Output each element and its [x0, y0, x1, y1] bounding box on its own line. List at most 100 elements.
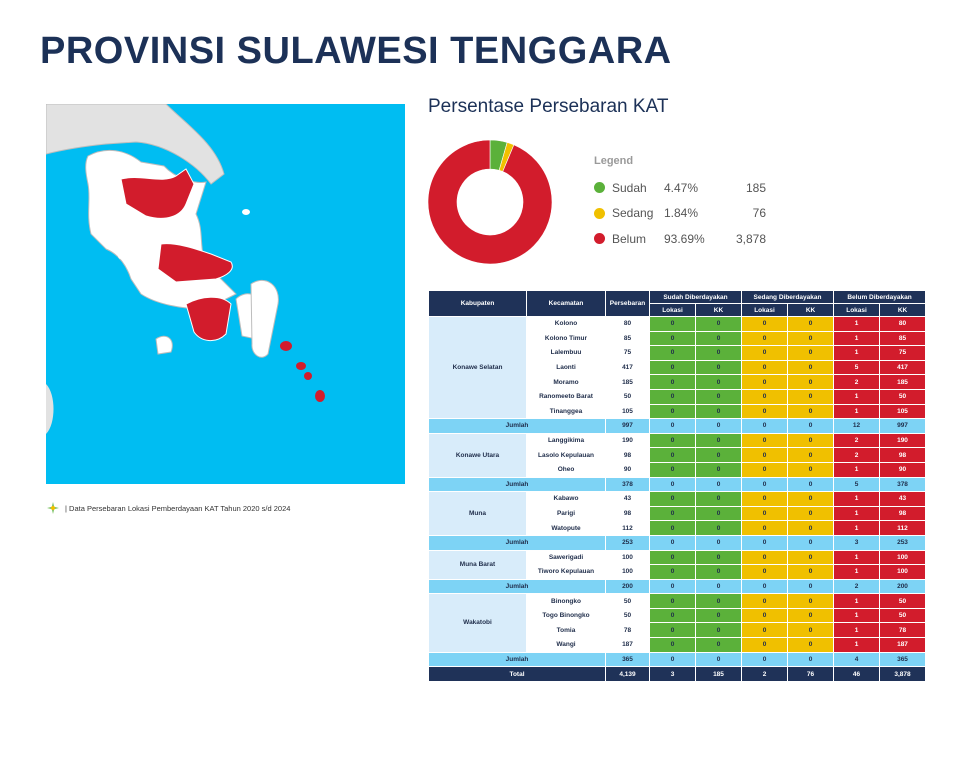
belum-kk-cell: 185: [879, 374, 927, 390]
kecamatan-cell: Watopute: [526, 520, 606, 536]
donut-chart: [427, 139, 553, 265]
legend-value: 76: [752, 206, 766, 221]
belum-lokasi-cell: 1: [833, 607, 881, 624]
jumlah-sedang-kk: 0: [786, 578, 835, 595]
island-wakatobi-4: [315, 390, 325, 402]
belum-lokasi-cell: 1: [833, 520, 881, 536]
belum-lokasi-cell: 1: [833, 622, 881, 639]
sedang-lokasi-cell: 0: [741, 461, 788, 478]
jumlah-belum-kk: 200: [879, 578, 927, 595]
belum-kk-cell: 190: [879, 432, 927, 449]
jumlah-sudah-lokasi: 0: [649, 476, 696, 493]
table-row: Wakatobi Binongko 50 0 0 0 0 1 50: [428, 593, 927, 653]
legend-percent: 1.84%: [664, 206, 699, 221]
belum-lokasi-cell: 2: [833, 374, 881, 390]
persebaran-cell: 75: [605, 345, 650, 361]
sedang-kk-cell: 0: [786, 622, 835, 639]
sudah-lokasi-cell: 0: [649, 549, 696, 566]
sedang-kk-cell: 0: [786, 330, 835, 347]
legend-dot-sedang: [594, 207, 605, 219]
total-sudah-kk: 185: [695, 666, 742, 682]
sudah-kk-cell: 0: [695, 520, 742, 536]
jumlah-sedang-kk: 0: [786, 476, 835, 493]
header-belum: Belum Diberdayakan: [833, 290, 927, 304]
persebaran-cell: 100: [605, 549, 650, 566]
table-row: Togo Binongko 50 0 0 0 0 1 50: [429, 607, 927, 624]
kecamatan-cell: Binongko: [526, 593, 606, 609]
jumlah-sedang-kk: 0: [786, 418, 835, 434]
legend-label: Sedang: [612, 206, 654, 221]
total-label: Total: [428, 666, 606, 682]
header-belum-lokasi: Lokasi: [833, 303, 881, 317]
belum-lokasi-cell: 1: [833, 461, 881, 478]
header-kabupaten: Kabupaten: [428, 290, 527, 317]
kecamatan-cell: Langgikima: [526, 432, 606, 449]
legend-label: Sudah: [612, 180, 647, 195]
belum-kk-cell: 98: [879, 505, 927, 522]
table-row: Oheo 90 0 0 0 0 1 90: [429, 461, 927, 478]
sudah-kk-cell: 0: [695, 374, 742, 390]
sudah-lokasi-cell: 0: [649, 622, 696, 639]
belum-lokasi-cell: 1: [833, 549, 881, 566]
kat-table: Kabupaten Kecamatan Persebaran Sudah Dib…: [428, 290, 927, 682]
legend-percent: 93.69%: [664, 231, 705, 246]
belum-lokasi-cell: 1: [833, 505, 881, 522]
jumlah-label: Jumlah: [428, 418, 606, 434]
sudah-lokasi-cell: 0: [649, 637, 696, 653]
jumlah-sudah-kk: 0: [695, 418, 742, 434]
belum-kk-cell: 43: [879, 491, 927, 507]
persebaran-cell: 85: [605, 330, 650, 347]
belum-lokasi-cell: 1: [833, 491, 881, 507]
island-small-2: [118, 253, 124, 259]
sedang-kk-cell: 0: [786, 461, 835, 478]
legend-label: Belum: [612, 231, 647, 246]
header-sudah-kk: KK: [695, 303, 742, 317]
sudah-kk-cell: 0: [695, 593, 742, 609]
kecamatan-cell: Sawerigadi: [526, 549, 606, 566]
sedang-kk-cell: 0: [786, 359, 835, 376]
sedang-kk-cell: 0: [786, 637, 835, 653]
sudah-lokasi-cell: 0: [649, 520, 696, 536]
sedang-kk-cell: 0: [786, 607, 835, 624]
kabupaten-cell: Konawe Utara: [428, 432, 527, 478]
persebaran-cell: 105: [605, 403, 650, 420]
sedang-lokasi-cell: 0: [741, 491, 788, 507]
sedang-lokasi-cell: 0: [741, 607, 788, 624]
sudah-kk-cell: 0: [695, 432, 742, 449]
belum-lokasi-cell: 1: [833, 330, 881, 347]
belum-kk-cell: 105: [879, 403, 927, 420]
sudah-kk-cell: 0: [695, 607, 742, 624]
persebaran-cell: 78: [605, 622, 650, 639]
kecamatan-cell: Lasolo Kepulauan: [526, 447, 606, 463]
island-wakatobi-2: [296, 362, 306, 370]
kecamatan-cell: Wangi: [526, 637, 606, 653]
belum-lokasi-cell: 1: [833, 345, 881, 361]
table-row: Muna Kabawo 43 0 0 0 0 1 43: [428, 491, 927, 536]
jumlah-row: Jumlah 365 0 0 0 0 4 365: [428, 651, 927, 668]
belum-kk-cell: 98: [879, 447, 927, 463]
jumlah-sudah-lokasi: 0: [649, 418, 696, 434]
sedang-lokasi-cell: 0: [741, 564, 788, 580]
sedang-lokasi-cell: 0: [741, 345, 788, 361]
island-muna-barat: [185, 296, 232, 341]
legend-value: 185: [745, 180, 766, 195]
persebaran-cell: 112: [605, 520, 650, 536]
persebaran-cell: 190: [605, 432, 650, 449]
total-persebaran: 4,139: [605, 666, 650, 682]
sudah-lokasi-cell: 0: [649, 388, 696, 405]
sudah-kk-cell: 0: [695, 316, 742, 332]
belum-kk-cell: 112: [879, 520, 927, 536]
jumlah-label: Jumlah: [428, 578, 606, 595]
total-sudah-lokasi: 3: [649, 666, 696, 682]
sedang-lokasi-cell: 0: [741, 637, 788, 653]
kabupaten-cell: Muna: [428, 491, 527, 536]
sedang-lokasi-cell: 0: [741, 505, 788, 522]
jumlah-belum-lokasi: 5: [833, 476, 881, 493]
belum-kk-cell: 78: [879, 622, 927, 639]
sedang-lokasi-cell: 0: [741, 520, 788, 536]
kecamatan-cell: Oheo: [526, 461, 606, 478]
kecamatan-cell: Laonti: [526, 359, 606, 376]
island-wakatobi-3: [304, 372, 312, 380]
jumlah-row: Jumlah 997 0 0 0 0 12 997: [428, 418, 927, 434]
region-konawe-selatan: [157, 243, 233, 283]
